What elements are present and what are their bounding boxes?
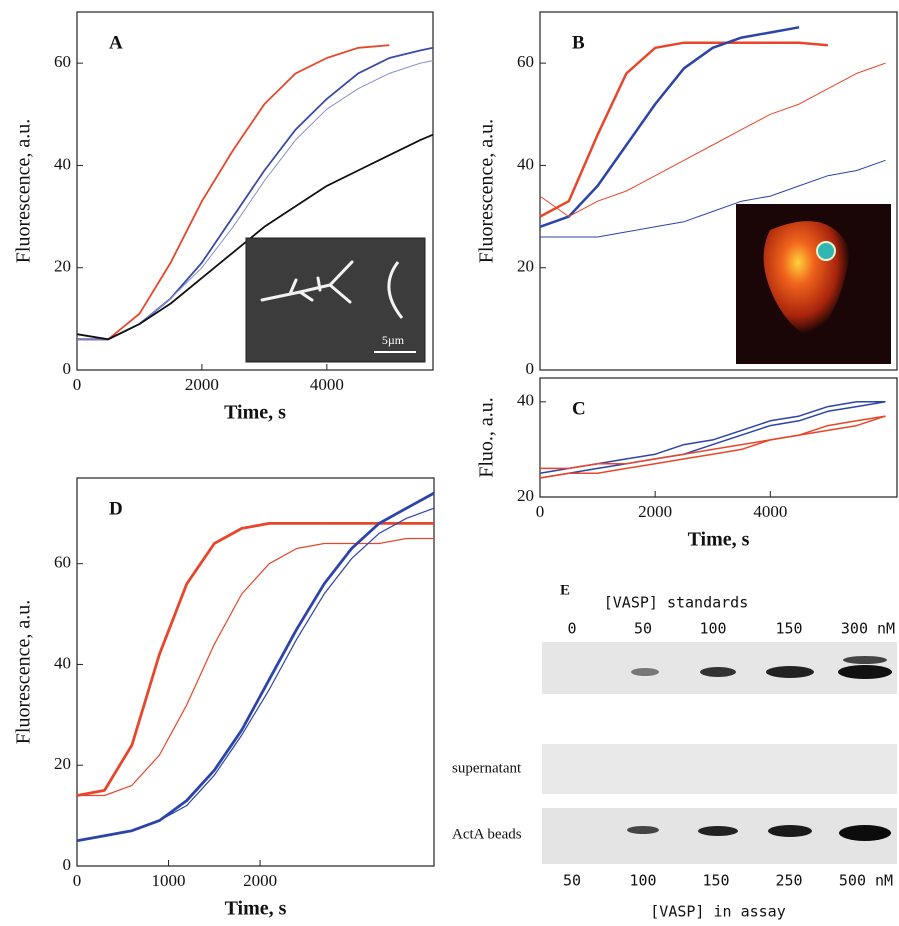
plot-frame [539,377,898,498]
y-tick-label: 40 [517,391,534,410]
lane-label: 500 nM [839,872,893,890]
lane-label: 100 [629,872,656,890]
panel-label: B [572,32,585,53]
y-tick-label: 40 [54,653,71,672]
lane-label: 150 [775,620,802,638]
y-tick-label: 60 [54,553,71,572]
inset-a: 5µm [245,237,426,363]
data-line [539,415,886,479]
data-line [540,159,886,238]
x-tick-label: 0 [73,375,82,394]
y-tick-label: 0 [63,359,72,378]
x-tick-label: 4000 [310,375,344,394]
filament [387,261,404,319]
lane-label: 0 [567,620,576,638]
lane-label: 50 [563,872,581,890]
lane-label: 50 [634,620,652,638]
filaments [260,260,354,304]
x-tick-label: 4000 [753,502,787,521]
x-tick-label: 0 [73,871,82,890]
x-axis-label: Time, s [225,898,287,920]
panel-label: A [109,32,123,53]
data-line [77,44,390,341]
gel-strip [542,808,897,864]
data-line [540,415,886,470]
x-tick-label: 1000 [152,871,186,890]
x-axis-label: Time, s [688,529,750,551]
y-tick-label: 20 [54,257,71,276]
panel-label: D [109,498,123,519]
plot-frame [76,11,434,371]
data-line [539,26,800,228]
band [766,666,814,678]
x-axis-label: Time, s [224,402,286,424]
y-tick-label: 60 [517,52,534,71]
row-label: ActA beads [452,826,522,842]
row-label: supernatant [452,760,522,776]
lane-label: 300 nM [841,620,895,638]
band [843,656,887,664]
data-line [539,401,886,479]
panel-label: C [572,398,586,419]
inset-b [736,204,891,364]
lane-label: 150 [702,872,729,890]
band [768,825,812,837]
y-tick-label: 20 [517,257,534,276]
gel-strip [542,744,897,794]
band [700,667,736,677]
data-line [76,507,435,842]
inset-image [245,237,426,363]
data-line [539,401,886,474]
plot-frame [76,477,435,867]
data-line [76,491,435,843]
x-tick-label: 2000 [185,375,219,394]
lane-label: 250 [775,872,802,890]
data-line [76,522,434,797]
data-line [76,133,434,341]
gel-subtitle: [VASP] in assay [650,903,785,921]
band [838,665,892,679]
gel-e: E [VASP] standards 0 50 100 150 300 nM s… [452,582,897,921]
data-line [539,62,886,218]
y-axis-label: Fluorescence, a.u. [13,600,35,744]
y-tick-label: 0 [526,359,535,378]
y-tick-label: 20 [517,486,534,505]
gel-title: [VASP] standards [604,594,749,612]
y-tick-label: 40 [517,154,534,173]
y-axis-label: Fluo., a.u. [476,397,498,478]
lane-label: 100 [699,620,726,638]
x-tick-label: 2000 [638,502,672,521]
scale-label: 5µm [382,333,405,347]
x-tick-label: 0 [536,502,545,521]
bead [816,241,836,261]
data-line [77,537,434,797]
y-tick-label: 40 [54,154,71,173]
y-tick-label: 20 [54,754,71,773]
y-tick-label: 60 [54,52,71,71]
band [631,668,659,676]
band [627,826,659,834]
band [839,825,891,841]
band [698,826,738,836]
y-axis-label: Fluorescence, a.u. [476,119,498,263]
x-tick-label: 2000 [243,871,277,890]
data-line [539,41,829,218]
plot-frame [539,11,898,371]
y-tick-label: 0 [63,855,72,874]
y-axis-label: Fluorescence, a.u. [13,119,35,263]
panel-label: E [560,582,570,598]
